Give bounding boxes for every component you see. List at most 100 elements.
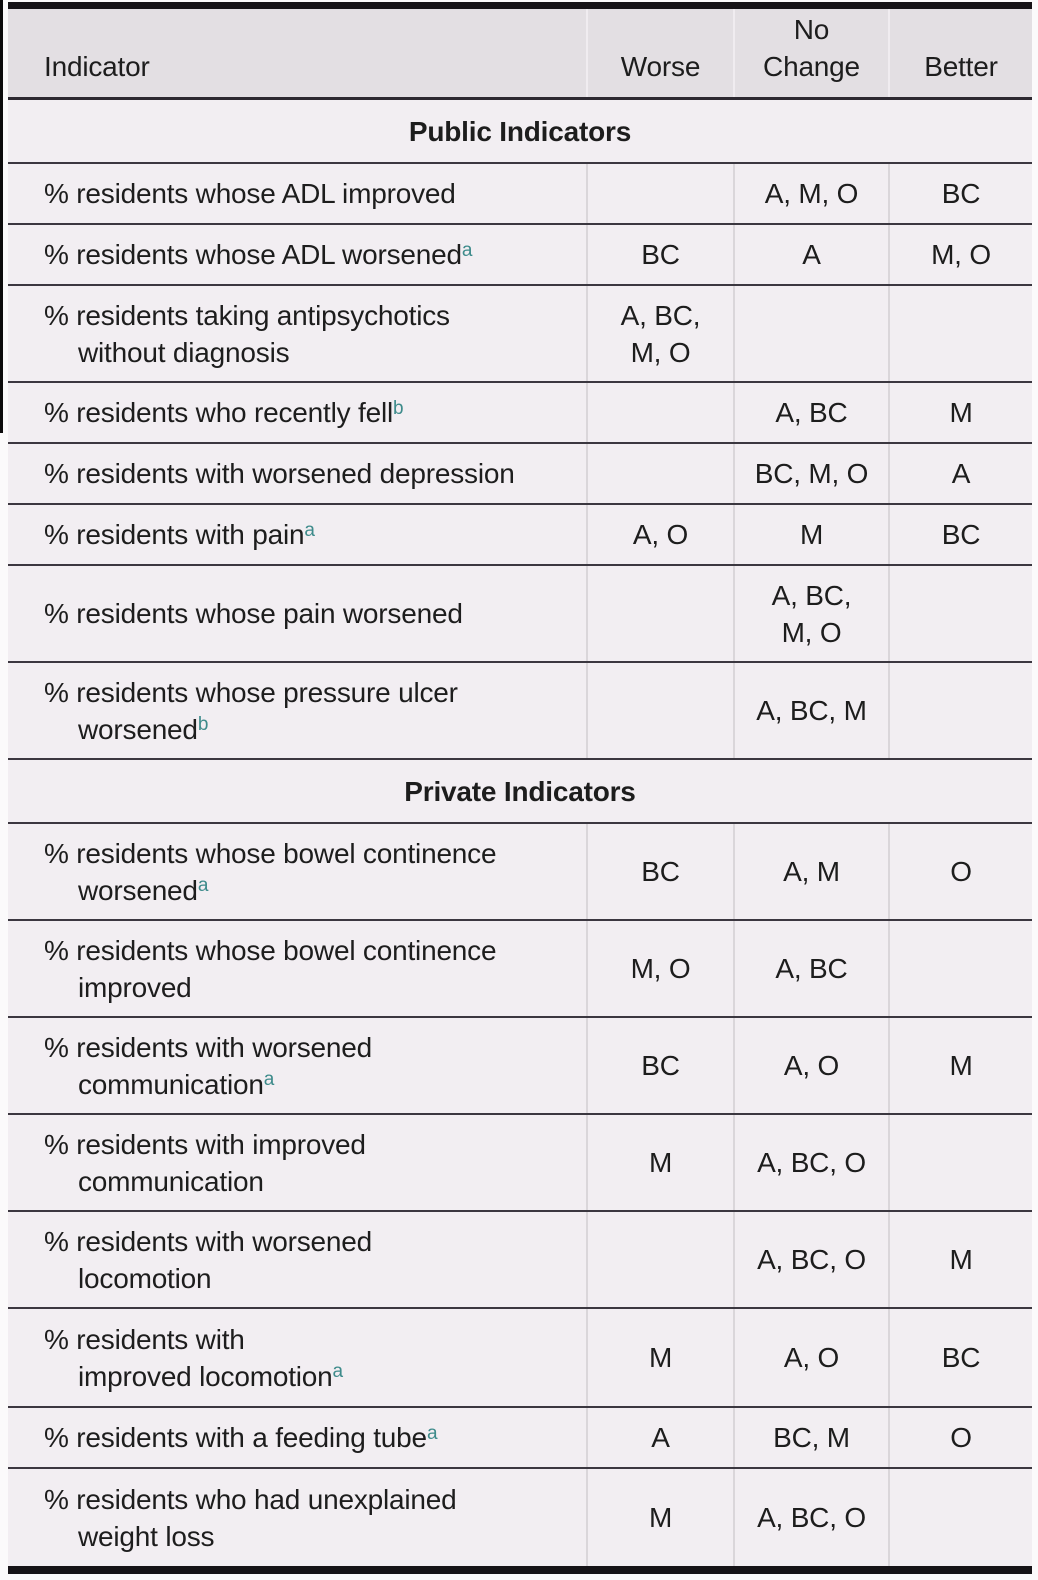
- no-change-cell: A, O: [733, 1018, 888, 1113]
- no-change-cell: BC, M, O: [733, 444, 888, 503]
- quality-indicators-table: Indicator Worse No Change Better Public …: [8, 2, 1032, 1574]
- no-change-value: A, M, O: [764, 178, 859, 209]
- table-row: % residents with improved communication …: [8, 1115, 1032, 1212]
- indicator-cell: % residents who had unexplained weight l…: [8, 1469, 586, 1566]
- no-change-value: A, BC: [775, 397, 848, 428]
- indicator-cell: % residents who recently fellb: [8, 383, 586, 442]
- better-value: M: [949, 397, 973, 428]
- table-header-row: Indicator Worse No Change Better: [8, 9, 1032, 100]
- better-cell: [888, 663, 1032, 758]
- indicator-cell: % residents whose bowel continence worse…: [8, 824, 586, 919]
- no-change-cell: A, BC: [733, 383, 888, 442]
- indicator-cell: % residents with worsened communicationa: [8, 1018, 586, 1113]
- no-change-value: A, BC, O: [757, 1244, 866, 1275]
- no-change-cell: [733, 286, 888, 381]
- indicator-cell: % residents whose pain worsened: [8, 566, 586, 661]
- no-change-cell: A, O: [733, 1309, 888, 1406]
- footnote-marker: a: [332, 1361, 344, 1383]
- no-change-value: A: [802, 239, 821, 270]
- column-header-label: Worse: [620, 51, 701, 82]
- better-value: BC: [941, 1342, 981, 1373]
- indicator-label: % residents with improved communication: [44, 1128, 366, 1197]
- better-cell: O: [888, 1408, 1032, 1467]
- better-value: A: [951, 458, 971, 489]
- better-value: BC: [941, 178, 981, 209]
- footnote-marker: a: [197, 875, 209, 897]
- worse-cell: A: [586, 1408, 733, 1467]
- section-header-private: Private Indicators: [8, 760, 1032, 824]
- table-row: % residents whose bowel continence impro…: [8, 921, 1032, 1018]
- better-cell: A: [888, 444, 1032, 503]
- table-row: % residents taking antipsychotics withou…: [8, 286, 1032, 383]
- footnote-marker: b: [393, 397, 404, 419]
- table-row: % residents whose pressure ulcer worsene…: [8, 663, 1032, 760]
- no-change-cell: A, BC, O: [733, 1212, 888, 1307]
- worse-value: M: [648, 1342, 673, 1373]
- indicator-label: % residents with a feeding tube: [44, 1422, 427, 1453]
- better-value: M: [949, 1244, 973, 1275]
- indicator-label: % residents with worsened depression: [44, 458, 515, 489]
- table-row: % residents with worsened depression BC,…: [8, 444, 1032, 505]
- worse-value: A, BC, M, O: [620, 299, 701, 368]
- table-row: % residents with paina A, O M BC: [8, 505, 1032, 566]
- no-change-value: A, O: [783, 1342, 840, 1373]
- indicator-cell: % residents with paina: [8, 505, 586, 564]
- indicator-cell: % residents with worsened locomotion: [8, 1212, 586, 1307]
- worse-cell: [586, 383, 733, 442]
- indicator-label: % residents who had unexplained weight l…: [44, 1483, 457, 1552]
- column-header-label: Better: [924, 51, 998, 82]
- indicator-label: % residents whose pain worsened: [44, 598, 463, 629]
- left-edge-line: [0, 0, 3, 433]
- indicator-cell: % residents whose ADL worseneda: [8, 225, 586, 284]
- column-header-indicator: Indicator: [8, 9, 586, 97]
- indicator-label: % residents taking antipsychotics withou…: [44, 299, 450, 368]
- table-row: % residents with improved locomotiona M …: [8, 1309, 1032, 1408]
- no-change-value: BC, M, O: [754, 458, 869, 489]
- indicator-label: % residents with worsened communication: [44, 1031, 373, 1100]
- table-row: % residents whose ADL improved A, M, O B…: [8, 164, 1032, 225]
- no-change-value: A, O: [783, 1050, 840, 1081]
- no-change-cell: A, M, O: [733, 164, 888, 223]
- worse-cell: [586, 164, 733, 223]
- no-change-value: A, M: [783, 856, 840, 887]
- worse-cell: M: [586, 1115, 733, 1210]
- no-change-cell: A: [733, 225, 888, 284]
- no-change-value: A, BC, M, O: [771, 579, 852, 648]
- no-change-cell: A, BC, M: [733, 663, 888, 758]
- worse-value: BC: [641, 239, 680, 270]
- worse-cell: A, O: [586, 505, 733, 564]
- worse-cell: [586, 663, 733, 758]
- table-row: % residents with worsened communicationa…: [8, 1018, 1032, 1115]
- better-cell: BC: [888, 1309, 1032, 1406]
- column-header-label: No Change: [763, 14, 860, 82]
- no-change-cell: A, BC, O: [733, 1469, 888, 1566]
- indicator-cell: % residents whose ADL improved: [8, 164, 586, 223]
- no-change-value: A, BC: [775, 953, 848, 984]
- no-change-cell: A, M: [733, 824, 888, 919]
- worse-cell: [586, 1212, 733, 1307]
- section-title: Public Indicators: [408, 115, 632, 147]
- no-change-cell: M: [733, 505, 888, 564]
- better-value: O: [950, 1422, 972, 1453]
- table-row: % residents whose bowel continence worse…: [8, 824, 1032, 921]
- footnote-marker: b: [197, 714, 209, 736]
- column-header-better: Better: [888, 9, 1032, 97]
- worse-value: M: [648, 1502, 673, 1533]
- better-cell: [888, 1115, 1032, 1210]
- no-change-cell: A, BC: [733, 921, 888, 1016]
- no-change-cell: A, BC, O: [733, 1115, 888, 1210]
- indicator-cell: % residents with a feeding tubea: [8, 1408, 586, 1467]
- better-cell: BC: [888, 164, 1032, 223]
- better-cell: M: [888, 1018, 1032, 1113]
- better-value: O: [950, 856, 972, 887]
- indicator-label: % residents who recently fell: [44, 397, 394, 428]
- better-value: BC: [941, 519, 981, 550]
- worse-value: BC: [641, 856, 680, 887]
- indicator-cell: % residents with improved communication: [8, 1115, 586, 1210]
- worse-value: M: [648, 1147, 673, 1178]
- worse-value: M, O: [630, 953, 691, 984]
- better-cell: [888, 286, 1032, 381]
- table-row: % residents with worsened locomotion A, …: [8, 1212, 1032, 1309]
- column-header-worse: Worse: [586, 9, 733, 97]
